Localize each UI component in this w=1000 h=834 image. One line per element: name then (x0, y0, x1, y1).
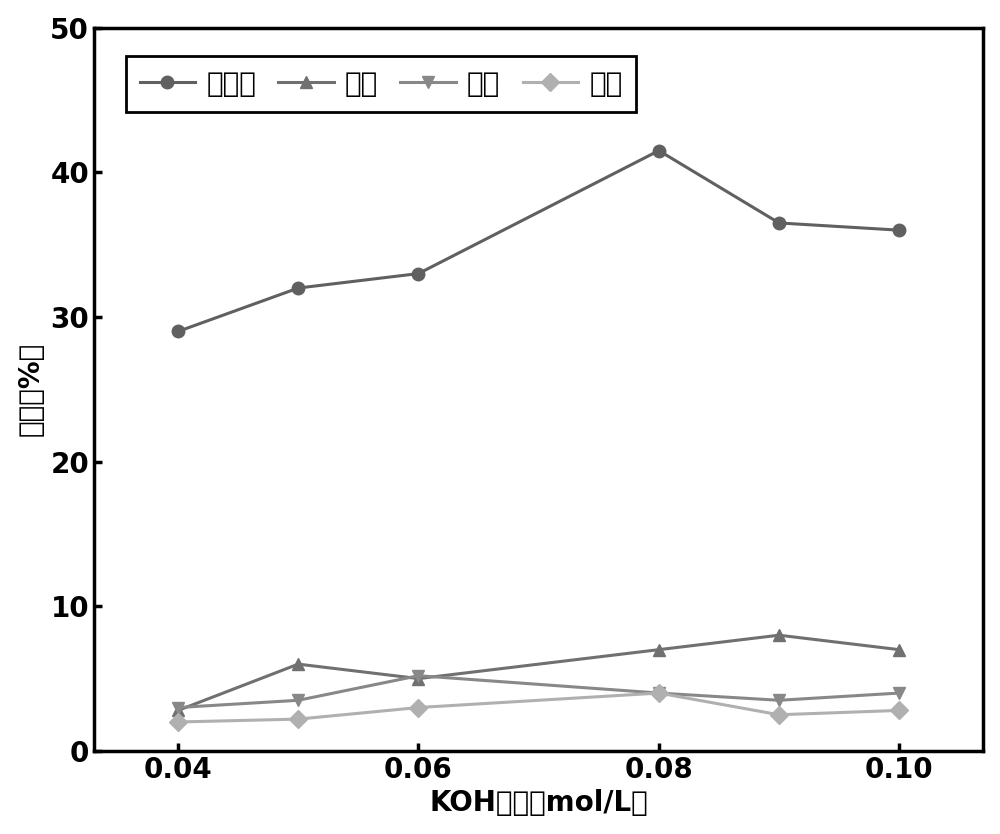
甲酸 (172, 702, 184, 712)
木糖酸 (653, 146, 665, 156)
甲酸 (653, 688, 665, 698)
乙酸 (893, 706, 905, 716)
乳酸 (412, 674, 424, 684)
甲酸 (412, 671, 424, 681)
乳酸 (172, 706, 184, 716)
Line: 乙酸: 乙酸 (172, 687, 905, 728)
木糖酸 (893, 225, 905, 235)
木糖酸 (773, 218, 785, 228)
木糖酸 (412, 269, 424, 279)
乙酸 (773, 710, 785, 720)
木糖酸 (292, 283, 304, 293)
X-axis label: KOH浓度（mol/L）: KOH浓度（mol/L） (429, 789, 648, 817)
甲酸 (292, 696, 304, 706)
乙酸 (292, 714, 304, 724)
木糖酸 (172, 326, 184, 336)
乳酸 (773, 631, 785, 641)
乳酸 (292, 659, 304, 669)
甲酸 (893, 688, 905, 698)
乙酸 (412, 702, 424, 712)
甲酸 (773, 696, 785, 706)
Line: 甲酸: 甲酸 (172, 670, 905, 714)
Y-axis label: 产率（%）: 产率（%） (17, 342, 45, 436)
Legend: 木糖酸, 乳酸, 甲酸, 乙酸: 木糖酸, 乳酸, 甲酸, 乙酸 (126, 56, 636, 112)
乳酸 (893, 645, 905, 655)
Line: 乳酸: 乳酸 (172, 629, 905, 716)
乙酸 (172, 717, 184, 727)
乙酸 (653, 688, 665, 698)
Line: 木糖酸: 木糖酸 (172, 144, 905, 338)
乳酸 (653, 645, 665, 655)
